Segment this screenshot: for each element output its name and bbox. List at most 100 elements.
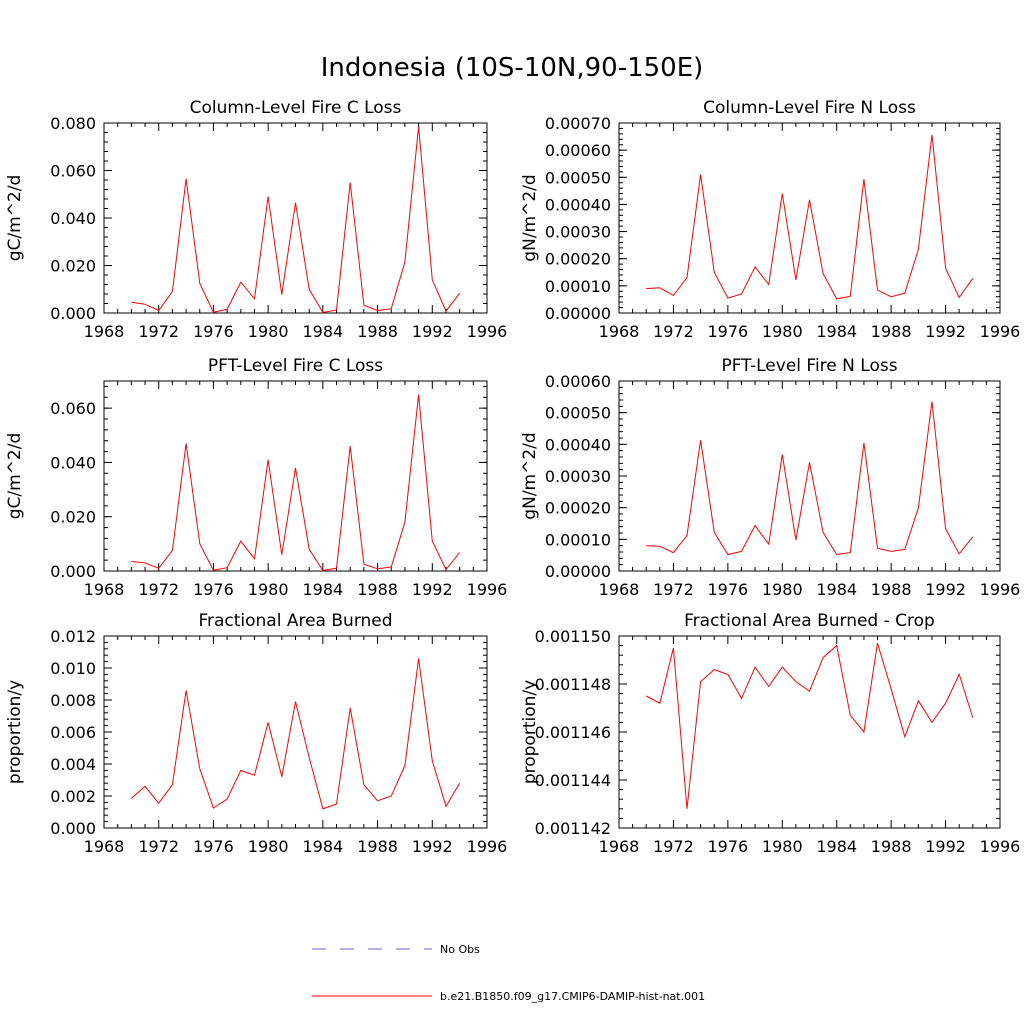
y-tick-label: 0.00010 [545, 530, 611, 549]
y-tick-label: 0.012 [50, 627, 96, 646]
series-line [646, 401, 974, 556]
y-tick-label: 0.001148 [535, 675, 611, 694]
x-tick-label: 1976 [193, 322, 234, 341]
x-tick-label: 1980 [248, 322, 289, 341]
x-tick-label: 1976 [707, 322, 748, 341]
panel-title: PFT-Level Fire N Loss [721, 356, 897, 376]
y-tick-label: 0.000 [50, 304, 96, 323]
x-tick-label: 1980 [762, 837, 803, 856]
x-tick-label: 1992 [925, 580, 966, 599]
x-tick-label: 1996 [467, 580, 508, 599]
x-tick-label: 1992 [925, 837, 966, 856]
x-tick-label: 1992 [412, 322, 453, 341]
x-tick-label: 1988 [357, 837, 398, 856]
y-tick-label: 0.060 [50, 399, 96, 418]
x-tick-label: 1972 [653, 322, 694, 341]
x-tick-label: 1968 [599, 322, 640, 341]
y-tick-label: 0.001142 [535, 819, 611, 838]
chart-panel-4: 1968 1972 1976 1980 1984 1988 1992 1996 0.00000 0… [520, 356, 1020, 599]
x-tick-label: 1996 [980, 837, 1021, 856]
series-line [131, 658, 461, 810]
x-tick-label: 1972 [138, 580, 179, 599]
y-tick-label: 0.00050 [545, 404, 611, 423]
y-tick-label: 0.00010 [545, 277, 611, 296]
chart-panel-6: 1968 1972 1976 1980 1984 1988 1992 1996 0.001142… [520, 611, 1020, 856]
plot-frame [618, 122, 1001, 314]
plot-frame [618, 635, 1001, 829]
x-tick-label: 1992 [925, 322, 966, 341]
plot-frame [103, 380, 488, 572]
plot-frame [103, 122, 488, 314]
y-tick-label: 0.000 [50, 562, 96, 581]
y-tick-label: 0.00000 [545, 562, 611, 581]
y-tick-label: 0.040 [50, 209, 96, 228]
y-tick-label: 0.00030 [545, 223, 611, 242]
x-tick-label: 1996 [980, 580, 1021, 599]
x-tick-label: 1976 [707, 837, 748, 856]
chart-panel-3: 1968 1972 1976 1980 1984 1988 1992 1996 0.000 0.0… [5, 356, 507, 599]
y-tick-label: 0.008 [50, 691, 96, 710]
x-tick-label: 1984 [816, 580, 857, 599]
y-tick-label: 0.010 [50, 659, 96, 678]
y-tick-label: 0.000 [50, 819, 96, 838]
x-tick-label: 1980 [248, 580, 289, 599]
y-tick-label: 0.002 [50, 787, 96, 806]
y-tick-label: 0.00020 [545, 250, 611, 269]
y-tick-label: 0.00060 [545, 141, 611, 160]
x-tick-label: 1984 [302, 837, 343, 856]
y-tick-label: 0.00040 [545, 435, 611, 454]
y-axis-label: proportion/y [5, 680, 25, 784]
y-tick-label: 0.004 [50, 755, 96, 774]
y-tick-label: 0.00020 [545, 499, 611, 518]
chart-panel-5: 1968 1972 1976 1980 1984 1988 1992 1996 0.000 0.0… [5, 611, 507, 856]
series-line [645, 643, 974, 809]
x-tick-label: 1968 [84, 580, 125, 599]
x-tick-label: 1980 [248, 837, 289, 856]
x-tick-label: 1972 [653, 580, 694, 599]
x-tick-label: 1992 [412, 580, 453, 599]
x-tick-label: 1976 [707, 580, 748, 599]
panel-title: Fractional Area Burned [198, 611, 392, 631]
x-tick-label: 1992 [412, 837, 453, 856]
y-tick-label: 0.001146 [535, 723, 611, 742]
series-line [646, 134, 974, 300]
figure-title: Indonesia (10S-10N,90-150E) [321, 53, 704, 83]
y-tick-label: 0.00050 [545, 168, 611, 187]
y-tick-label: 0.020 [50, 508, 96, 527]
x-tick-label: 1996 [980, 322, 1021, 341]
y-tick-label: 0.00000 [545, 304, 611, 323]
y-tick-label: 0.001144 [535, 771, 611, 790]
x-tick-label: 1988 [871, 322, 912, 341]
panel-title: Column-Level Fire C Loss [190, 98, 402, 118]
x-tick-label: 1980 [762, 580, 803, 599]
x-tick-label: 1988 [871, 580, 912, 599]
panel-title: Fractional Area Burned - Crop [684, 611, 935, 631]
x-tick-label: 1984 [302, 580, 343, 599]
x-tick-label: 1972 [138, 837, 179, 856]
y-tick-label: 0.001150 [535, 627, 611, 646]
x-tick-label: 1972 [653, 837, 694, 856]
y-tick-label: 0.006 [50, 723, 96, 742]
x-tick-label: 1968 [84, 322, 125, 341]
x-tick-label: 1972 [138, 322, 179, 341]
y-axis-label: gN/m^2/d [520, 174, 540, 261]
y-axis-label: gN/m^2/d [520, 432, 540, 519]
series-line [131, 126, 460, 314]
y-tick-label: 0.060 [50, 162, 96, 181]
y-axis-label: gC/m^2/d [5, 175, 25, 262]
y-tick-label: 0.080 [50, 114, 96, 133]
y-tick-label: 0.020 [50, 257, 96, 276]
y-tick-label: 0.00030 [545, 467, 611, 486]
legend: No Obs b.e21.B1850.f09_g17.CMIP6-DAMIP-h… [312, 943, 705, 1003]
plot-frame [618, 380, 1001, 572]
x-tick-label: 1980 [762, 322, 803, 341]
y-tick-label: 0.00060 [545, 372, 611, 391]
panel-title: Column-Level Fire N Loss [703, 98, 916, 118]
x-tick-label: 1984 [816, 322, 857, 341]
x-tick-label: 1996 [467, 322, 508, 341]
legend-model-label: b.e21.B1850.f09_g17.CMIP6-DAMIP-hist-nat… [440, 990, 705, 1003]
y-axis-label: proportion/y [520, 680, 540, 784]
x-tick-label: 1984 [302, 322, 343, 341]
chart-panel-1: 1968 1972 1976 1980 1984 1988 1992 1996 0.000 0.0… [5, 98, 507, 341]
